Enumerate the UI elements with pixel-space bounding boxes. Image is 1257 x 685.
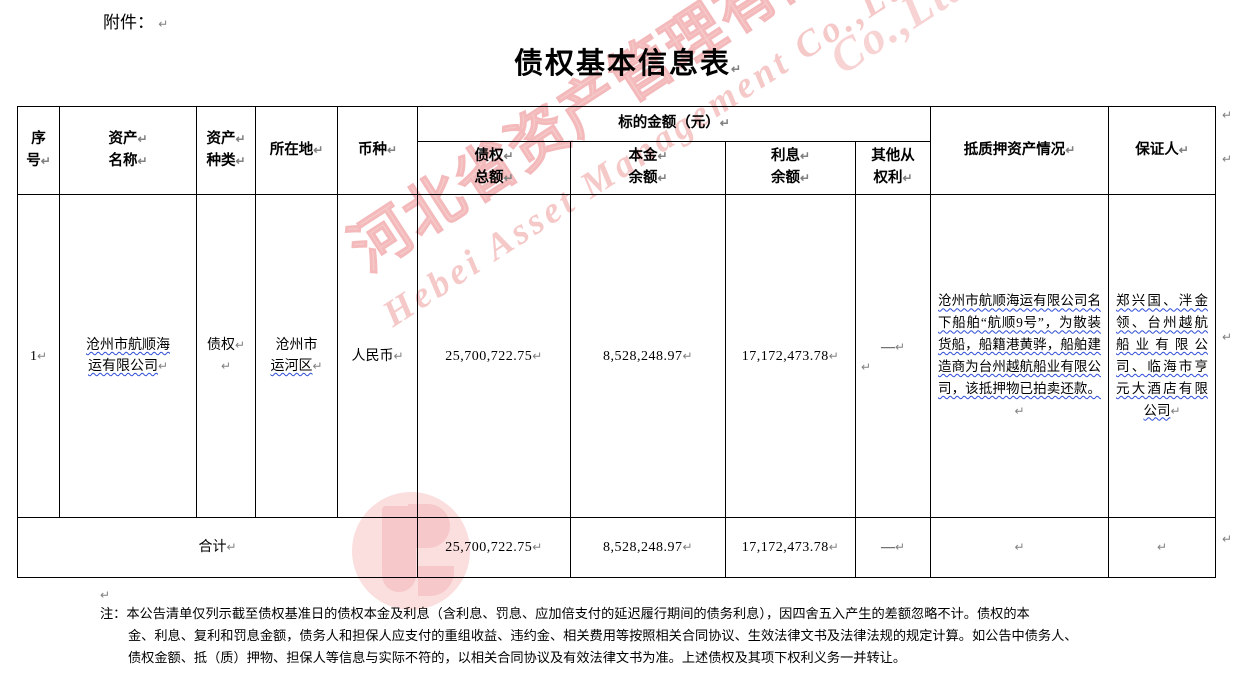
margin-paragraph-marks: ↵ ↵ ↵ ↵ — [1222, 0, 1252, 685]
cell-total-interest-balance-text: 17,172,473.78 — [741, 540, 829, 555]
cell-guarantor: 郑兴国、泮金领、台州越航船业有限公司、临海市亨元大酒店有限公司↵ — [1108, 194, 1216, 518]
cell-asset-name: 沧州市航顺海 运有限公司↵ — [59, 194, 197, 518]
table-row: 1↵ 沧州市航顺海 运有限公司↵ 债权↵ ↵ 沧州市 运河区↵ 人民币↵ — [17, 194, 1216, 518]
cell-total-interest-balance: 17,172,473.78↵ — [725, 517, 856, 578]
cell-debt-total: 25,700,722.75↵ — [417, 194, 571, 518]
cell-asset-type-text: 债权 — [206, 338, 235, 353]
cell-total-label-text: 合计 — [198, 540, 227, 555]
col-label-line2: 权利 — [873, 170, 903, 186]
cell-total-collateral: ↵ — [930, 517, 1109, 578]
column-header-collateral: 抵质押资产情况↵ — [930, 106, 1109, 195]
page-title-text: 债权基本信息表 — [513, 48, 731, 80]
cell-location: 沧州市 运河区↵ — [255, 194, 338, 518]
footnote-block: 注：本公告清单仅列示截至债权基准日的债权本金及利息（含利息、罚息、应加倍支付的延… — [100, 603, 1190, 670]
cell-location-line2: 运河区 — [270, 359, 313, 374]
footnote-line-1: 注：本公告清单仅列示截至债权基准日的债权本金及利息（含利息、罚息、应加倍支付的延… — [100, 606, 1030, 621]
col-label-text: 币种 — [357, 141, 387, 158]
debt-info-table: 序 号↵ 资产↵ 名称↵ 资产↵ 种类↵ 所在地↵ 币种 — [17, 106, 1216, 578]
col-label-line1: 利息 — [770, 148, 800, 165]
col-label-line2: 余额 — [770, 170, 800, 186]
paragraph-mark-icon: ↵ — [1222, 532, 1233, 546]
footnote-line-2: 金、利息、复利和罚息金额，债务人和担保人应支付的重组收益、违约金、相关费用等按照… — [128, 628, 1078, 644]
cell-total-debt-total: 25,700,722.75↵ — [417, 517, 571, 578]
cell-asset-type: 债权↵ ↵ — [196, 194, 256, 518]
column-header-interest-balance: 利息↵ 余额↵ — [725, 141, 856, 195]
paragraph-mark-icon: ↵ — [730, 62, 744, 76]
paragraph-mark-icon: ↵ — [100, 588, 111, 602]
cell-principal-balance: 8,528,248.97↵ — [570, 194, 726, 518]
cell-collateral-text: 沧州市航顺海运有限公司名下船舶“航顺9号”，为散装货船，船籍港黄骅，船舶建造商为… — [938, 293, 1101, 396]
col-label-line2: 号 — [26, 152, 41, 169]
paragraph-mark-icon: ↵ — [861, 359, 872, 374]
column-header-other-rights: 其他从 权利↵ — [855, 141, 931, 195]
col-label-line1: 序 — [31, 130, 46, 147]
cell-collateral: 沧州市航顺海运有限公司名下船舶“航顺9号”，为散装货船，船籍港黄骅，船舶建造商为… — [930, 194, 1109, 518]
paragraph-mark-icon: ↵ — [1222, 108, 1233, 122]
cell-seq: 1↵ — [17, 194, 60, 518]
paragraph-mark-icon: ↵ — [1222, 152, 1233, 166]
cell-total-label: 合计↵ — [17, 517, 418, 578]
cell-location-line1: 沧州市 — [275, 338, 318, 353]
paragraph-mark-icon: ↵ — [1014, 540, 1025, 554]
col-label-line2: 种类 — [206, 152, 236, 169]
cell-asset-name-line2: 运有限公司 — [87, 359, 158, 374]
col-label-line1: 其他从 — [871, 148, 915, 165]
paragraph-mark-icon: ↵ — [1156, 540, 1168, 554]
footnote-line-3: 债权金额、抵（质）押物、担保人等信息与实际不符的，以相关合同协议及有效法律文书为… — [128, 650, 907, 666]
cell-total-principal-balance-text: 8,528,248.97 — [602, 540, 683, 555]
cell-interest-balance: 17,172,473.78↵ — [725, 194, 856, 518]
col-label-line1: 本金 — [628, 148, 658, 165]
col-label-line2: 总额 — [474, 170, 504, 186]
table-header-row-1: 序 号↵ 资产↵ 名称↵ 资产↵ 种类↵ 所在地↵ 币种 — [17, 106, 1216, 195]
table-total-row: 合计↵ 25,700,722.75↵ 8,528,248.97↵ 17,172,… — [17, 517, 1216, 578]
col-label-line2: 余额 — [628, 170, 658, 186]
cell-total-other-rights-text: — — [880, 540, 895, 555]
column-header-location: 所在地↵ — [255, 106, 338, 195]
column-header-asset-type: 资产↵ 种类↵ — [196, 106, 256, 195]
col-label-text: 所在地 — [269, 141, 314, 158]
cell-total-principal-balance: 8,528,248.97↵ — [570, 517, 726, 578]
guarantor-paragraph: 郑兴国、泮金领、台州越航船业有限公司、临海市亨元大酒店有限公司↵ — [1116, 293, 1208, 418]
col-label-text: 保证人 — [1135, 141, 1179, 158]
attachment-label: 附件： ↵ — [103, 8, 168, 33]
column-header-debt-total: 债权↵ 总额↵ — [417, 141, 571, 195]
cell-asset-name-line1: 沧州市航顺海 — [86, 338, 170, 353]
cell-principal-balance-text: 8,528,248.97 — [602, 348, 683, 364]
cell-currency: 人民币↵ — [337, 194, 418, 518]
cell-total-other-rights: —↵ — [855, 517, 931, 578]
amount-group-label: 标的金额（元） — [618, 115, 720, 132]
col-label-line1: 资产 — [108, 130, 138, 147]
cell-interest-balance-text: 17,172,473.78 — [741, 348, 829, 364]
cell-other-rights: —↵ ↵ — [855, 194, 931, 518]
paragraph-mark-icon: ↵ — [1222, 330, 1233, 344]
column-header-asset-name: 资产↵ 名称↵ — [59, 106, 197, 195]
col-label-line2: 名称 — [108, 152, 138, 169]
cell-seq-text: 1 — [29, 348, 37, 364]
cell-total-guarantor: ↵ — [1108, 517, 1216, 578]
column-header-amount-group: 标的金额（元）↵ — [417, 106, 931, 142]
cell-currency-text: 人民币 — [351, 348, 394, 364]
cell-guarantor-text: 郑兴国、泮金领、台州越航船业有限公司、临海市亨元大酒店有限公司 — [1116, 293, 1208, 418]
cell-debt-total-text: 25,700,722.75 — [445, 348, 533, 364]
cell-other-rights-text: — — [880, 339, 895, 355]
page-title: 债权基本信息表↵ — [0, 40, 1257, 82]
column-header-currency: 币种↵ — [337, 106, 418, 195]
attachment-label-text: 附件： — [103, 13, 154, 32]
collateral-paragraph: 沧州市航顺海运有限公司名下船舶“航顺9号”，为散装货船，船籍港黄骅，船舶建造商为… — [938, 293, 1101, 418]
column-header-guarantor: 保证人↵ — [1108, 106, 1216, 195]
column-header-principal-balance: 本金↵ 余额↵ — [570, 141, 726, 195]
col-label-line1: 资产 — [206, 130, 236, 147]
paragraph-mark-icon: ↵ — [158, 17, 169, 31]
col-label-text: 抵质押资产情况 — [963, 141, 1066, 158]
col-label-line1: 债权 — [474, 148, 504, 165]
cell-total-debt-total-text: 25,700,722.75 — [445, 540, 533, 555]
column-header-seq: 序 号↵ — [17, 106, 60, 195]
